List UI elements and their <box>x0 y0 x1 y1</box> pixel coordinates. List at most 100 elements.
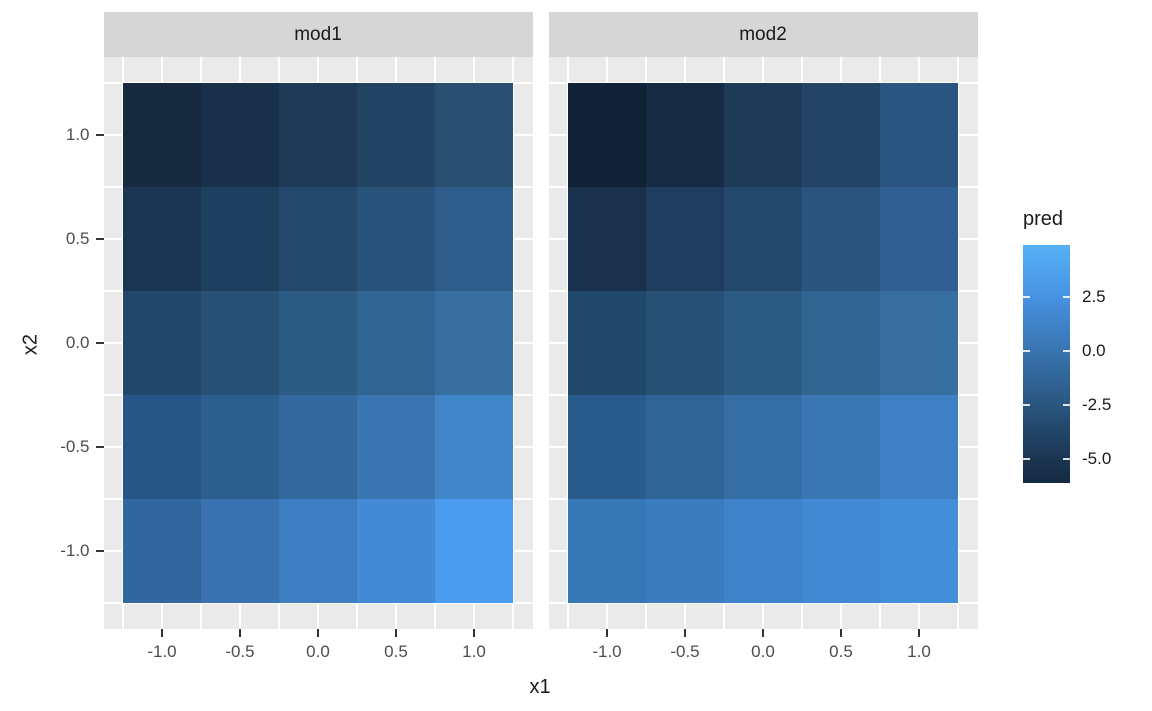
legend-tick-label: -2.5 <box>1082 395 1112 415</box>
heatmap-tile <box>724 395 802 499</box>
heatmap-tile <box>568 499 646 603</box>
x-tick-label: 0.0 <box>751 642 775 661</box>
heatmap-tile <box>802 291 880 395</box>
heatmap-tile <box>802 83 880 187</box>
legend-title: pred <box>1023 208 1064 230</box>
x-tick-mark <box>684 629 686 637</box>
heatmap-tile <box>568 291 646 395</box>
x-tick-mark <box>317 629 319 637</box>
x-tick-mark <box>239 629 241 637</box>
heatmap-tile <box>802 187 880 291</box>
legend-tick-mark-left <box>1023 295 1030 298</box>
y-tick-label: -1.0 <box>60 541 90 560</box>
legend-tick-mark-left <box>1023 458 1030 461</box>
x-tick-label: 0.5 <box>829 642 853 661</box>
heatmap-tile <box>802 395 880 499</box>
legend-tick-label: 2.5 <box>1082 286 1106 306</box>
x-tick-mark <box>473 629 475 637</box>
heatmap-tile <box>568 187 646 291</box>
heatmap-tile <box>279 291 357 395</box>
heatmap-tile <box>724 83 802 187</box>
legend-tick-mark-left <box>1023 350 1030 353</box>
y-tick-mark <box>95 342 104 344</box>
x-tick-label: 1.0 <box>462 642 486 661</box>
panel-mod2 <box>548 57 978 629</box>
heatmap-tile <box>568 83 646 187</box>
y-tick-mark <box>95 134 104 136</box>
y-tick-label: -0.5 <box>60 437 90 456</box>
legend-tick-mark-right <box>1063 350 1070 353</box>
legend-tick-mark-right <box>1063 404 1070 407</box>
legend-tick-label: -5.0 <box>1082 449 1112 469</box>
heatmap-tile <box>724 291 802 395</box>
heatmap-tile <box>279 187 357 291</box>
heatmap-tile <box>435 187 513 291</box>
heatmap-tile <box>357 187 435 291</box>
heatmap-tile <box>880 83 958 187</box>
heatmap-tile <box>880 187 958 291</box>
heatmap-tile <box>646 395 724 499</box>
heatmap-tile <box>435 395 513 499</box>
heatmap-tile <box>435 291 513 395</box>
facet-strip: mod2 <box>548 12 978 57</box>
heatmap-tile <box>123 499 201 603</box>
heatmap-tile <box>357 83 435 187</box>
heatmap-tile <box>646 187 724 291</box>
heatmap-tile <box>646 499 724 603</box>
legend-tick-mark-right <box>1063 295 1070 298</box>
heatmap-tile <box>646 83 724 187</box>
y-tick-mark <box>95 550 104 552</box>
x-tick-label: -1.0 <box>592 642 622 661</box>
heatmap-tile <box>123 187 201 291</box>
legend-colorbar <box>1023 245 1070 483</box>
heatmap-tile <box>279 83 357 187</box>
facet-strip-label: mod2 <box>739 23 787 45</box>
y-tick-label: 0.5 <box>65 229 90 248</box>
heatmap-tile <box>724 499 802 603</box>
heatmap-tile <box>880 499 958 603</box>
y-tick-label: 0.0 <box>65 333 90 352</box>
heatmap-tile <box>724 187 802 291</box>
heatmap-tile <box>201 395 279 499</box>
heatmap-tile <box>802 499 880 603</box>
heatmap-tile <box>201 187 279 291</box>
heatmap-tile <box>435 83 513 187</box>
heatmap-tile <box>357 499 435 603</box>
heatmap-tile <box>357 291 435 395</box>
heatmap-tile <box>646 291 724 395</box>
heatmap-tile <box>201 499 279 603</box>
x-tick-label: -0.5 <box>225 642 255 661</box>
heatmap-tile <box>880 395 958 499</box>
panel-mod1 <box>103 57 533 629</box>
heatmap-tile <box>357 395 435 499</box>
facet-strip-label: mod1 <box>294 23 342 45</box>
y-tick-label: 1.0 <box>65 125 90 144</box>
x-tick-mark <box>395 629 397 637</box>
x-tick-label: 1.0 <box>907 642 931 661</box>
heatmap-tile <box>279 499 357 603</box>
heatmap-tile <box>201 83 279 187</box>
heatmap-tile <box>435 499 513 603</box>
x-tick-mark <box>161 629 163 637</box>
x-tick-mark <box>840 629 842 637</box>
x-axis-title: x1 <box>529 676 551 698</box>
facet-strip: mod1 <box>103 12 533 57</box>
legend-tick-mark-right <box>1063 458 1070 461</box>
x-tick-label: 0.0 <box>306 642 330 661</box>
x-tick-mark <box>606 629 608 637</box>
y-tick-mark <box>95 238 104 240</box>
x-tick-mark <box>762 629 764 637</box>
x-tick-mark <box>918 629 920 637</box>
heatmap-tile <box>568 395 646 499</box>
heatmap-tile <box>880 291 958 395</box>
x-tick-label: -1.0 <box>147 642 177 661</box>
heatmap-tile <box>201 291 279 395</box>
heatmap-tile <box>123 395 201 499</box>
x-tick-label: 0.5 <box>384 642 408 661</box>
heatmap-tile <box>123 291 201 395</box>
legend-tick-label: 0.0 <box>1082 341 1106 361</box>
heatmap-tile <box>279 395 357 499</box>
y-tick-mark <box>95 446 104 448</box>
x-tick-label: -0.5 <box>670 642 700 661</box>
